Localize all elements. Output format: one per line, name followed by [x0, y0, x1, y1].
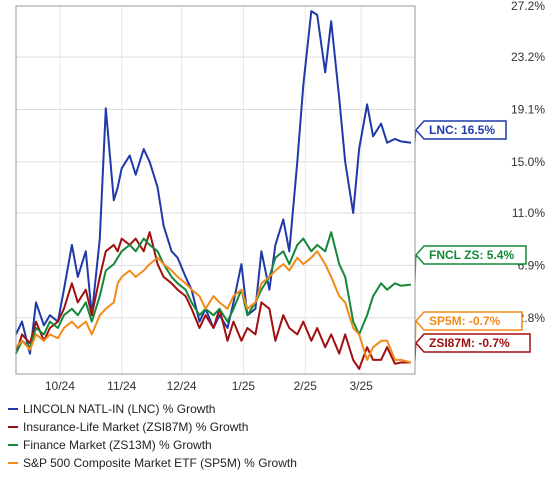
- end-label-text: LNC: 16.5%: [429, 123, 495, 137]
- legend-label: Finance Market (ZS13M) % Growth: [23, 438, 212, 452]
- series-line-1: [15, 231, 411, 370]
- legend-item: S&P 500 Composite Market ETF (SP5M) % Gr…: [8, 454, 297, 472]
- end-label: FNCL ZS: 5.4%: [414, 245, 527, 285]
- series-line-3: [15, 250, 412, 364]
- legend-item: Finance Market (ZS13M) % Growth: [8, 436, 297, 454]
- x-tick-label: 2/25: [294, 379, 318, 393]
- y-tick-label: 27.2%: [511, 0, 545, 13]
- end-label-text: FNCL ZS: 5.4%: [429, 248, 514, 262]
- x-tick-label: 11/24: [107, 379, 136, 393]
- legend-item: Insurance-Life Market (ZSI87M) % Growth: [8, 418, 297, 436]
- series-line-0: [15, 10, 412, 355]
- legend: LINCOLN NATL-IN (LNC) % Growth Insurance…: [8, 400, 297, 472]
- end-label-box: [414, 333, 531, 353]
- y-tick-label: 19.1%: [511, 103, 545, 117]
- legend-label: LINCOLN NATL-IN (LNC) % Growth: [23, 402, 216, 416]
- legend-label: Insurance-Life Market (ZSI87M) % Growth: [23, 420, 249, 434]
- legend-swatch: [8, 408, 18, 410]
- x-tick-label: 12/24: [167, 379, 197, 393]
- x-tick-label: 1/25: [232, 379, 256, 393]
- y-tick-label: 2.8%: [518, 311, 546, 325]
- series-lines: [15, 10, 412, 370]
- y-tick-label: 15.0%: [511, 155, 545, 169]
- end-label-box: [414, 245, 527, 265]
- x-tick-label: 3/25: [349, 379, 373, 393]
- end-label-box: [414, 120, 507, 140]
- end-label: SP5M: -0.7%: [414, 311, 523, 363]
- legend-swatch: [8, 426, 18, 428]
- end-label-text: SP5M: -0.7%: [429, 314, 501, 328]
- plot-frame: [15, 5, 416, 375]
- legend-swatch: [8, 444, 18, 446]
- series-line-2: [15, 231, 412, 355]
- legend-label: S&P 500 Composite Market ETF (SP5M) % Gr…: [23, 456, 297, 470]
- x-tick-label: 10/24: [45, 379, 75, 393]
- y-tick-label: 11.0%: [512, 206, 545, 220]
- end-label-text: ZSI87M: -0.7%: [429, 336, 510, 350]
- legend-swatch: [8, 462, 18, 464]
- y-axis-ticks: 27.2%23.2%19.1%15.0%11.0%6.9%2.8%: [511, 0, 545, 325]
- x-axis-ticks: 10/24 11/24 12/24 1/25 2/25 3/25: [45, 379, 373, 393]
- end-label: ZSI87M: -0.7%: [414, 333, 531, 363]
- end-label-box: [414, 311, 523, 331]
- end-labels: LNC: 16.5% FNCL ZS: 5.4% SP5M: -0.7% ZSI87M…: [414, 120, 531, 363]
- legend-item: LINCOLN NATL-IN (LNC) % Growth: [8, 400, 297, 418]
- end-label: LNC: 16.5%: [414, 120, 507, 143]
- y-tick-label: 23.2%: [511, 50, 545, 64]
